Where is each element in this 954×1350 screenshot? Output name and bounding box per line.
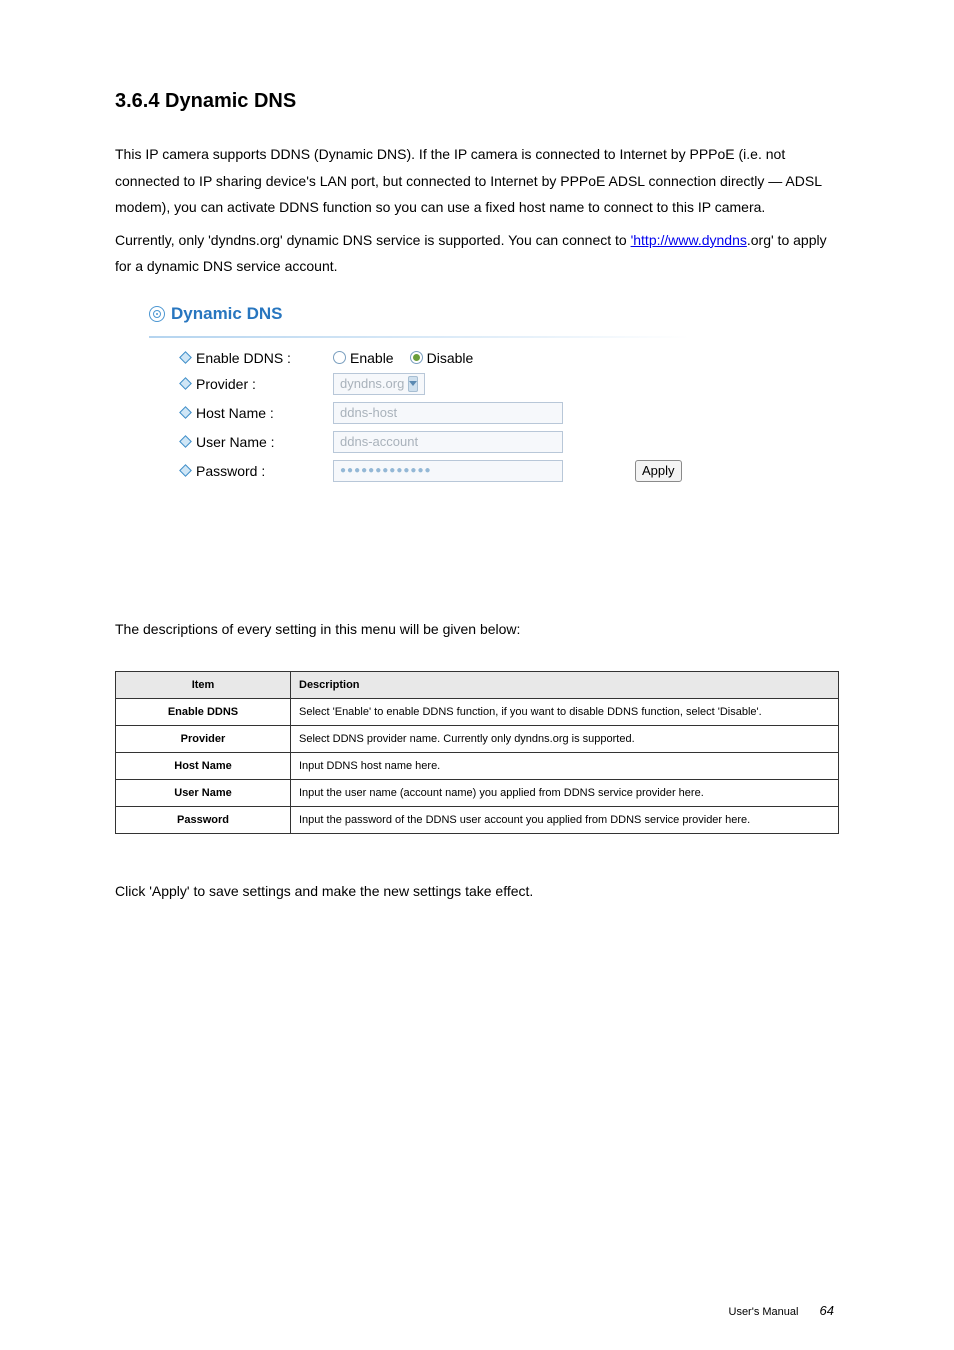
- cell-desc: Input DDNS host name here.: [291, 752, 839, 779]
- cell-item: Host Name: [116, 752, 291, 779]
- cell-desc: Select DDNS provider name. Currently onl…: [291, 725, 839, 752]
- row-provider: Provider : dyndns.org: [149, 373, 709, 395]
- row-password: Password : ●●●●●●●●●●●●● Apply: [149, 460, 709, 482]
- diamond-icon: [179, 465, 192, 478]
- intro-text-part3: Currently, only 'dyndns.org' dynamic DNS…: [115, 232, 631, 248]
- label-enable-ddns: Enable DDNS :: [196, 350, 291, 366]
- chevron-down-icon: [408, 376, 418, 392]
- table-row: Password Input the password of the DDNS …: [116, 806, 839, 833]
- intro-paragraph: This IP camera supports DDNS (Dynamic DN…: [115, 141, 839, 221]
- row-enable-ddns: Enable DDNS : Enable Disable: [149, 350, 709, 366]
- cell-item: Password: [116, 806, 291, 833]
- row-user-name: User Name : ddns-account: [149, 431, 709, 453]
- radio-icon: [333, 351, 346, 364]
- table-row: Host Name Input DDNS host name here.: [116, 752, 839, 779]
- password-input[interactable]: ●●●●●●●●●●●●●: [333, 460, 563, 482]
- radio-disable[interactable]: Disable: [410, 350, 474, 366]
- radio-enable-label: Enable: [350, 350, 394, 366]
- intro-text-part1: This IP camera supports DDNS (Dynamic DN…: [115, 146, 785, 189]
- intro-em-dash: —: [768, 173, 785, 189]
- diamond-icon: [179, 436, 192, 449]
- table-row: Provider Select DDNS provider name. Curr…: [116, 725, 839, 752]
- cell-item: Provider: [116, 725, 291, 752]
- cell-item: User Name: [116, 779, 291, 806]
- cell-desc: Select 'Enable' to enable DDNS function,…: [291, 698, 839, 725]
- cell-item: Enable DDNS: [116, 698, 291, 725]
- header-underline: [149, 336, 689, 338]
- th-desc: Description: [291, 671, 839, 698]
- label-provider: Provider :: [196, 376, 256, 392]
- intro-paragraph-2: Currently, only 'dyndns.org' dynamic DNS…: [115, 227, 839, 280]
- bullseye-icon: [149, 306, 165, 322]
- user-name-input[interactable]: ddns-account: [333, 431, 563, 453]
- dyndns-link[interactable]: 'http://www.dyndns: [631, 232, 747, 248]
- dynamic-dns-panel: Dynamic DNS Enable DDNS : Enable Disable: [149, 304, 709, 482]
- diamond-icon: [179, 352, 192, 365]
- table-row: User Name Input the user name (account n…: [116, 779, 839, 806]
- label-password: Password :: [196, 463, 265, 479]
- diamond-icon: [179, 407, 192, 420]
- radio-disable-label: Disable: [427, 350, 474, 366]
- panel-header: Dynamic DNS: [149, 304, 709, 330]
- provider-value: dyndns.org: [340, 376, 404, 391]
- panel-title: Dynamic DNS: [171, 304, 282, 324]
- footer: User's Manual 64: [729, 1303, 835, 1318]
- password-dots: ●●●●●●●●●●●●●: [340, 465, 432, 476]
- cell-desc: Input the user name (account name) you a…: [291, 779, 839, 806]
- row-host-name: Host Name : ddns-host: [149, 402, 709, 424]
- table-row: Enable DDNS Select 'Enable' to enable DD…: [116, 698, 839, 725]
- footer-text: User's Manual: [729, 1306, 799, 1318]
- host-name-input[interactable]: ddns-host: [333, 402, 563, 424]
- label-user-name: User Name :: [196, 434, 275, 450]
- radio-icon-checked: [410, 351, 423, 364]
- cell-desc: Input the password of the DDNS user acco…: [291, 806, 839, 833]
- apply-button[interactable]: Apply: [635, 460, 682, 482]
- apply-note: Click 'Apply' to save settings and make …: [115, 878, 839, 905]
- provider-select[interactable]: dyndns.org: [333, 373, 425, 395]
- page-number: 64: [820, 1303, 834, 1318]
- description-table: Item Description Enable DDNS Select 'Ena…: [115, 671, 839, 834]
- desc-intro: The descriptions of every setting in thi…: [115, 616, 839, 643]
- th-item: Item: [116, 671, 291, 698]
- diamond-icon: [179, 378, 192, 391]
- label-host-name: Host Name :: [196, 405, 274, 421]
- section-title: 3.6.4 Dynamic DNS: [115, 90, 839, 113]
- radio-enable[interactable]: Enable: [333, 350, 394, 366]
